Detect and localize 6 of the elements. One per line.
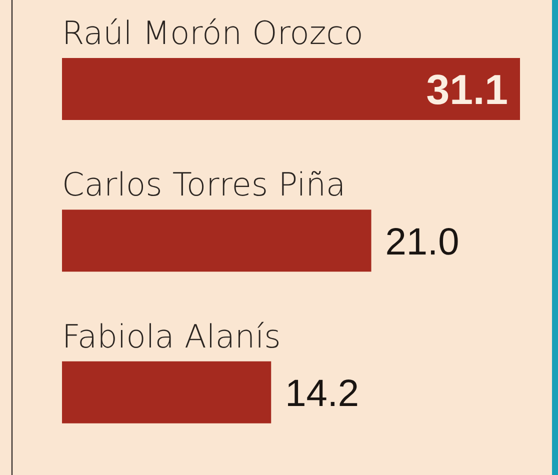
y-tick-label: Carlos Torres Piña xyxy=(62,166,346,204)
data-label: 21.0 xyxy=(385,221,460,264)
y-tick-label: Raúl Morón Orozco xyxy=(62,14,364,52)
y-tick-label: Fabiola Alanís xyxy=(62,317,281,356)
data-label: 31.1 xyxy=(426,66,508,114)
data-label: 14.2 xyxy=(285,373,360,416)
